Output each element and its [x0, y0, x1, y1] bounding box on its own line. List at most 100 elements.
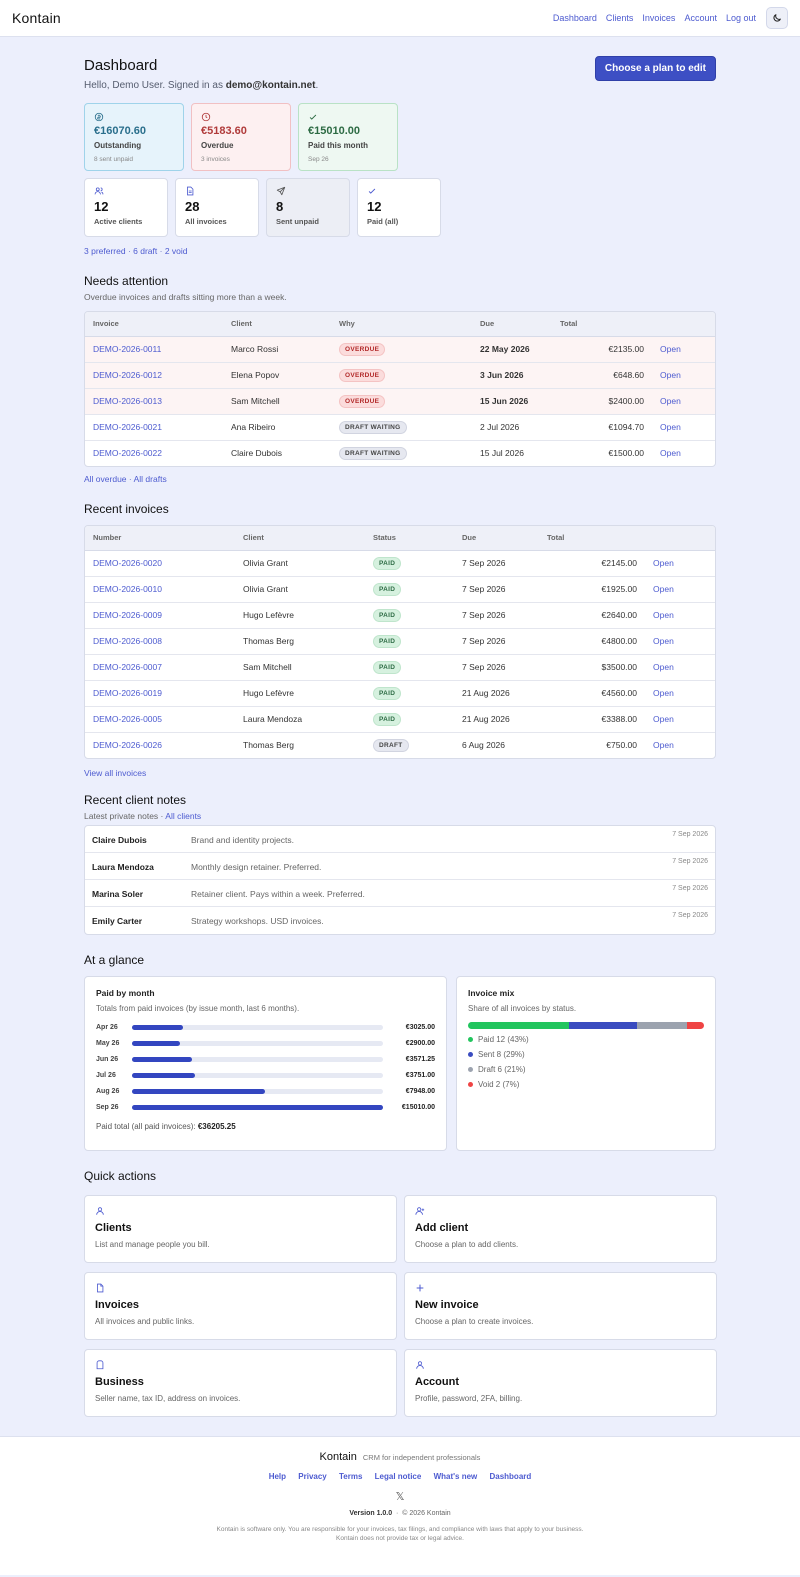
- nav-invoices[interactable]: Invoices: [642, 13, 676, 23]
- total-cell: €3388.00: [539, 706, 645, 733]
- month-tick-label: Jul 26: [96, 1071, 116, 1079]
- month-tick-label: Aug 26: [96, 1087, 120, 1095]
- invoice-link[interactable]: DEMO-2026-0019: [93, 688, 162, 698]
- view-all-wrap: View all invoices: [84, 768, 716, 778]
- attention-links: All overdue · All drafts: [84, 474, 167, 484]
- invoice-link[interactable]: DEMO-2026-0009: [93, 610, 162, 620]
- overdue-card[interactable]: €5183.60 Overdue 3 invoices: [191, 103, 291, 171]
- invoice-link[interactable]: DEMO-2026-0012: [93, 370, 162, 380]
- table-row: DEMO-2026-0007 Sam Mitchell PAID 7 Sep 2…: [85, 654, 715, 681]
- list-item[interactable]: Claire Dubois Brand and identity project…: [85, 826, 715, 853]
- legend-item: Paid 12 (43%): [468, 1035, 704, 1044]
- quick-action-invoices[interactable]: Invoices All invoices and public links.: [84, 1272, 397, 1340]
- all-drafts-link[interactable]: All drafts: [133, 474, 167, 484]
- paid-month-label: Paid this month: [308, 141, 368, 150]
- invoice-link[interactable]: DEMO-2026-0020: [93, 558, 162, 568]
- invoice-link[interactable]: DEMO-2026-0013: [93, 396, 162, 406]
- quick-action-desc: Seller name, tax ID, address on invoices…: [95, 1394, 241, 1403]
- user-plus-icon: [415, 1207, 425, 1215]
- client-cell: Sam Mitchell: [223, 388, 331, 415]
- open-link[interactable]: Open: [660, 448, 681, 459]
- status-badge: PAID: [373, 686, 402, 700]
- note-client: Laura Mendoza: [92, 862, 154, 872]
- page-title: Dashboard: [84, 57, 158, 74]
- status-badge: PAID: [373, 712, 402, 726]
- void-link[interactable]: 2 void: [164, 246, 188, 256]
- quick-action-business[interactable]: Business Seller name, tax ID, address on…: [84, 1349, 397, 1417]
- note-text: Strategy workshops. USD invoices.: [191, 916, 324, 926]
- col-action: [645, 526, 715, 551]
- footer-tagline: CRM for independent professionals: [362, 1453, 481, 1462]
- month-bar: [132, 1056, 192, 1062]
- invoice-link[interactable]: DEMO-2026-0026: [93, 740, 162, 751]
- all-invoices-card[interactable]: 28 All invoices: [175, 178, 259, 237]
- footer-link-whats-new[interactable]: What's new: [433, 1472, 478, 1481]
- quick-action-add-client[interactable]: Add client Choose a plan to add clients.: [404, 1195, 717, 1263]
- invoice-link[interactable]: DEMO-2026-0008: [93, 636, 162, 646]
- footer-link-dashboard[interactable]: Dashboard: [489, 1472, 532, 1481]
- open-link[interactable]: Open: [653, 636, 674, 646]
- quick-action-account[interactable]: Account Profile, password, 2FA, billing.: [404, 1349, 717, 1417]
- invoice-link[interactable]: DEMO-2026-0010: [93, 584, 162, 594]
- all-clients-link[interactable]: All clients: [165, 811, 202, 821]
- total-cell: €750.00: [606, 740, 637, 751]
- invoice-link[interactable]: DEMO-2026-0011: [93, 344, 162, 354]
- overdue-sub: 3 invoices: [201, 156, 230, 163]
- quick-action-new-invoice[interactable]: New invoice Choose a plan to create invo…: [404, 1272, 717, 1340]
- nav-account[interactable]: Account: [684, 13, 717, 23]
- client-cell: Claire Dubois: [231, 448, 283, 459]
- quick-action-clients[interactable]: Clients List and manage people you bill.: [84, 1195, 397, 1263]
- list-item[interactable]: Marina Soler Retainer client. Pays withi…: [85, 880, 715, 907]
- x-social-icon[interactable]: 𝕏: [395, 1491, 405, 1503]
- footer-link-privacy[interactable]: Privacy: [298, 1472, 327, 1481]
- sent-unpaid-card[interactable]: 8 Sent unpaid: [266, 178, 350, 237]
- paid-all-card[interactable]: 12 Paid (all): [357, 178, 441, 237]
- open-link[interactable]: Open: [653, 584, 674, 594]
- invoice-link[interactable]: DEMO-2026-0022: [93, 448, 162, 459]
- open-link[interactable]: Open: [660, 344, 681, 354]
- open-link[interactable]: Open: [653, 662, 674, 672]
- preferred-link[interactable]: 3 preferred: [84, 246, 126, 256]
- open-link[interactable]: Open: [653, 688, 674, 698]
- view-all-invoices-link[interactable]: View all invoices: [84, 768, 147, 778]
- footer-link-legal-notice[interactable]: Legal notice: [374, 1472, 422, 1481]
- active-clients-card[interactable]: 12 Active clients: [84, 178, 168, 237]
- status-badge: PAID: [373, 660, 402, 674]
- quick-action-title: Business: [95, 1376, 144, 1388]
- outstanding-card[interactable]: €16070.60 Outstanding 8 sent unpaid: [84, 103, 184, 171]
- note-client: Emily Carter: [92, 916, 143, 926]
- month-value-label: €3025.00: [405, 1023, 435, 1031]
- footer-link-terms[interactable]: Terms: [338, 1472, 363, 1481]
- invoice-link[interactable]: DEMO-2026-0007: [93, 662, 162, 672]
- total-cell: €2640.00: [539, 602, 645, 629]
- open-link[interactable]: Open: [653, 558, 674, 568]
- invoice-link[interactable]: DEMO-2026-0021: [93, 422, 162, 432]
- invoice-link[interactable]: DEMO-2026-0005: [93, 714, 162, 724]
- notes-subtitle: Latest private notes: [84, 811, 159, 821]
- status-badge: DRAFT WAITING: [339, 446, 407, 460]
- footer-link-help[interactable]: Help: [268, 1472, 287, 1481]
- all-overdue-link[interactable]: All overdue: [84, 474, 127, 484]
- open-link[interactable]: Open: [653, 714, 674, 724]
- invoice-mix-title: Invoice mix: [468, 988, 515, 998]
- theme-toggle-button[interactable]: [766, 7, 788, 29]
- open-link[interactable]: Open: [660, 396, 681, 406]
- open-link[interactable]: Open: [660, 370, 681, 380]
- total-cell: €2145.00: [539, 550, 645, 577]
- open-link[interactable]: Open: [653, 610, 674, 620]
- due-cell: 15 Jun 2026: [472, 388, 552, 415]
- list-item[interactable]: Emily Carter Strategy workshops. USD inv…: [85, 907, 715, 934]
- list-item[interactable]: Laura Mendoza Monthly design retainer. P…: [85, 853, 715, 880]
- paid-month-card[interactable]: €15010.00 Paid this month Sep 26: [298, 103, 398, 171]
- nav-clients[interactable]: Clients: [605, 13, 634, 23]
- client-cell: Sam Mitchell: [235, 654, 365, 681]
- mix-segment-void: [687, 1022, 704, 1029]
- invoice-mix-card: Invoice mix Share of all invoices by sta…: [456, 976, 716, 1151]
- nav-logout[interactable]: Log out: [725, 13, 756, 23]
- open-link[interactable]: Open: [653, 740, 674, 751]
- nav-dashboard[interactable]: Dashboard: [552, 13, 597, 23]
- choose-plan-button[interactable]: Choose a plan to edit: [594, 56, 716, 81]
- brand-logo[interactable]: Kontain: [12, 10, 61, 26]
- open-link[interactable]: Open: [660, 422, 681, 432]
- draft-link[interactable]: 6 draft: [133, 246, 158, 256]
